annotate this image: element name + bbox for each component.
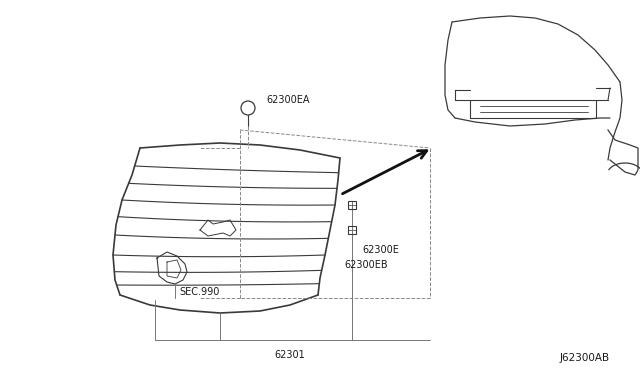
Text: J62300AB: J62300AB: [560, 353, 610, 363]
Text: 62300EB: 62300EB: [344, 260, 388, 270]
Bar: [348, 226, 356, 234]
Text: 62300EA: 62300EA: [266, 95, 310, 105]
Text: 62301: 62301: [275, 350, 305, 360]
Text: 62300E: 62300E: [362, 245, 399, 255]
Text: SEC.990: SEC.990: [179, 287, 220, 297]
Bar: [348, 201, 356, 209]
